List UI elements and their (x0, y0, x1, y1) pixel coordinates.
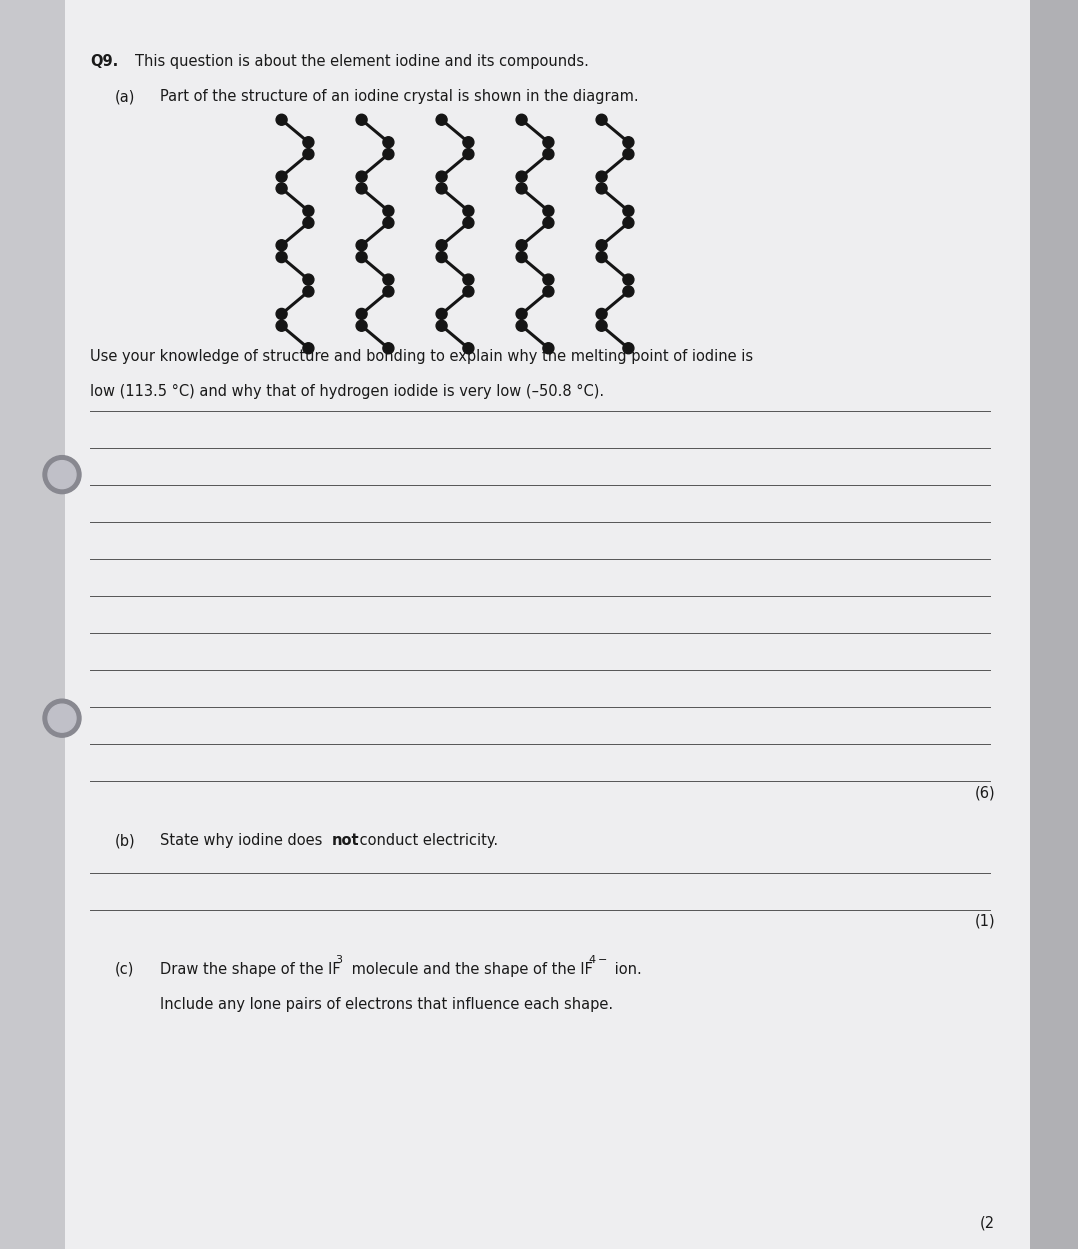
Circle shape (516, 309, 527, 320)
Circle shape (303, 205, 314, 216)
Circle shape (596, 182, 607, 194)
Bar (1029, 0, 1078, 1249)
Circle shape (462, 217, 474, 229)
Circle shape (437, 171, 447, 182)
Circle shape (623, 274, 634, 285)
Circle shape (596, 320, 607, 331)
Circle shape (43, 456, 81, 493)
Circle shape (49, 461, 77, 488)
Circle shape (462, 342, 474, 353)
Circle shape (437, 251, 447, 262)
Circle shape (276, 114, 287, 125)
Circle shape (596, 114, 607, 125)
Circle shape (623, 136, 634, 147)
Text: −: − (598, 955, 608, 965)
Circle shape (383, 342, 393, 353)
Circle shape (356, 171, 368, 182)
Circle shape (516, 171, 527, 182)
Circle shape (276, 182, 287, 194)
Circle shape (437, 309, 447, 320)
Circle shape (383, 149, 393, 160)
Circle shape (303, 217, 314, 229)
Circle shape (437, 240, 447, 251)
Circle shape (356, 309, 368, 320)
Text: (2: (2 (980, 1217, 995, 1232)
Circle shape (516, 114, 527, 125)
Circle shape (383, 286, 393, 297)
Text: State why iodine does: State why iodine does (160, 833, 327, 848)
Circle shape (276, 171, 287, 182)
Circle shape (596, 171, 607, 182)
Circle shape (43, 699, 81, 737)
Circle shape (303, 342, 314, 353)
Circle shape (383, 205, 393, 216)
Circle shape (356, 251, 368, 262)
Text: Part of the structure of an iodine crystal is shown in the diagram.: Part of the structure of an iodine cryst… (160, 89, 638, 104)
Circle shape (356, 182, 368, 194)
Circle shape (383, 136, 393, 147)
Circle shape (516, 320, 527, 331)
Text: Q9.: Q9. (89, 54, 119, 69)
Text: low (113.5 °C) and why that of hydrogen iodide is very low (–50.8 °C).: low (113.5 °C) and why that of hydrogen … (89, 383, 604, 398)
Circle shape (516, 182, 527, 194)
Circle shape (543, 274, 554, 285)
Text: (c): (c) (115, 962, 135, 977)
Text: conduct electricity.: conduct electricity. (355, 833, 498, 848)
Circle shape (462, 205, 474, 216)
Circle shape (596, 240, 607, 251)
Circle shape (276, 251, 287, 262)
Text: (b): (b) (115, 833, 136, 848)
Circle shape (623, 149, 634, 160)
Circle shape (303, 136, 314, 147)
Circle shape (437, 182, 447, 194)
Circle shape (276, 240, 287, 251)
Circle shape (303, 286, 314, 297)
Circle shape (49, 704, 77, 732)
Circle shape (276, 309, 287, 320)
Circle shape (437, 320, 447, 331)
Circle shape (543, 286, 554, 297)
Text: not: not (332, 833, 359, 848)
Circle shape (383, 217, 393, 229)
Circle shape (356, 240, 368, 251)
Text: This question is about the element iodine and its compounds.: This question is about the element iodin… (135, 54, 589, 69)
Circle shape (303, 274, 314, 285)
Circle shape (623, 286, 634, 297)
Circle shape (623, 217, 634, 229)
Circle shape (516, 240, 527, 251)
Text: Draw the shape of the IF: Draw the shape of the IF (160, 962, 341, 977)
Circle shape (383, 274, 393, 285)
Circle shape (596, 251, 607, 262)
Text: (6): (6) (975, 786, 995, 801)
Text: ion.: ion. (610, 962, 641, 977)
Circle shape (543, 205, 554, 216)
Text: Use your knowledge of structure and bonding to explain why the melting point of : Use your knowledge of structure and bond… (89, 348, 754, 363)
Text: (1): (1) (975, 914, 995, 929)
Circle shape (462, 136, 474, 147)
Circle shape (303, 149, 314, 160)
Text: molecule and the shape of the IF: molecule and the shape of the IF (347, 962, 593, 977)
Bar (65, 0, 1029, 1249)
Circle shape (516, 251, 527, 262)
Circle shape (543, 149, 554, 160)
Text: Include any lone pairs of electrons that influence each shape.: Include any lone pairs of electrons that… (160, 997, 613, 1012)
Circle shape (437, 114, 447, 125)
Circle shape (276, 320, 287, 331)
Text: 3: 3 (335, 955, 342, 965)
Circle shape (462, 286, 474, 297)
Text: (a): (a) (115, 89, 136, 104)
Circle shape (543, 217, 554, 229)
Circle shape (356, 320, 368, 331)
Text: 4: 4 (589, 955, 595, 965)
Circle shape (543, 342, 554, 353)
Circle shape (356, 114, 368, 125)
Circle shape (596, 309, 607, 320)
Circle shape (623, 342, 634, 353)
Circle shape (462, 274, 474, 285)
Circle shape (462, 149, 474, 160)
Circle shape (623, 205, 634, 216)
Circle shape (543, 136, 554, 147)
